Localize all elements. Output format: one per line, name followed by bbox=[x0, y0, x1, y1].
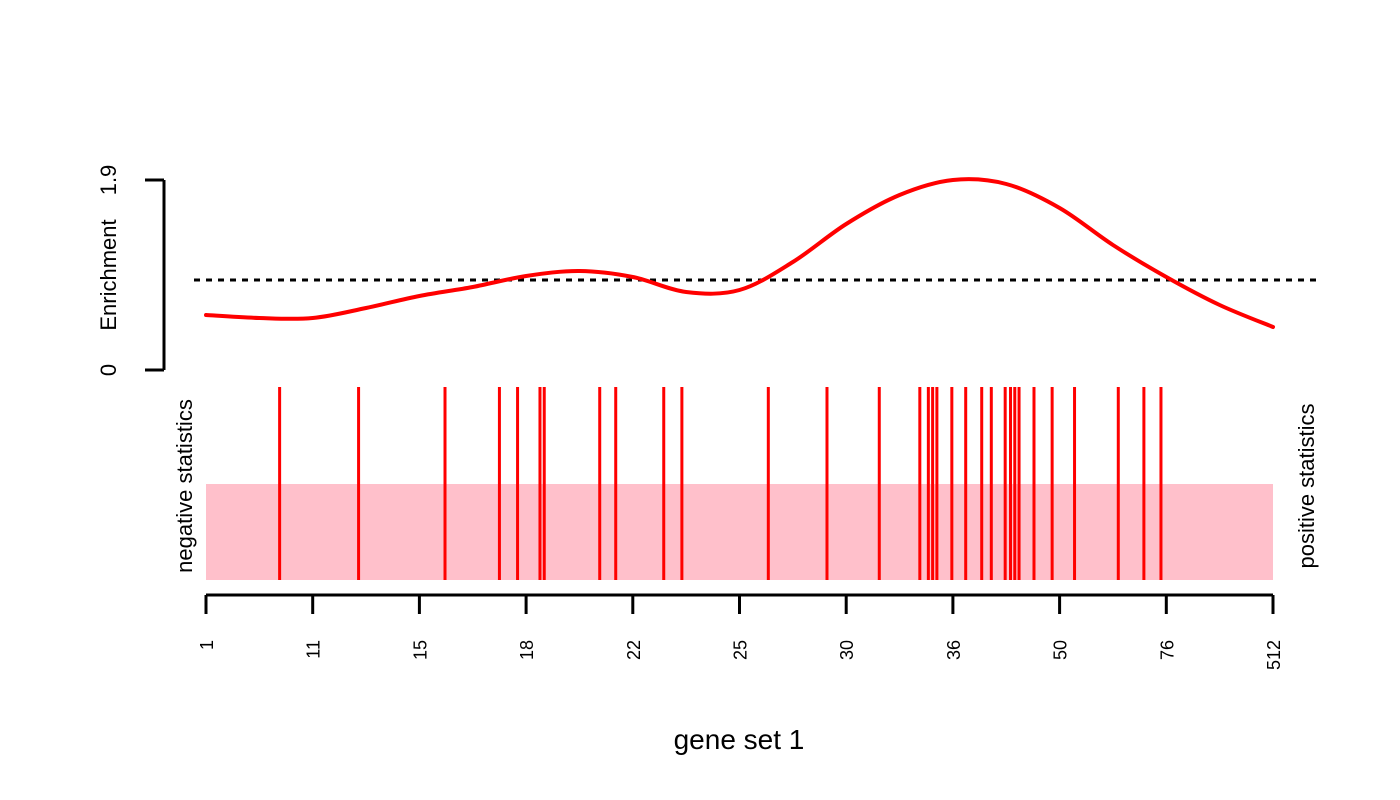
enrichment-axis: 0 1.9 Enrichment bbox=[96, 165, 166, 376]
x-tick-label: 18 bbox=[517, 640, 537, 660]
barcode-lines bbox=[278, 387, 1163, 580]
enrichment-axis-label: Enrichment bbox=[96, 219, 121, 330]
x-tick-label: 22 bbox=[624, 640, 644, 660]
enrichment-curve bbox=[204, 177, 1275, 329]
x-axis-title: gene set 1 bbox=[674, 724, 805, 755]
x-tick-label: 15 bbox=[410, 640, 430, 660]
x-tick-label: 512 bbox=[1264, 640, 1284, 670]
x-tick-label: 25 bbox=[731, 640, 751, 660]
positive-statistics-label: positive statistics bbox=[1294, 403, 1319, 568]
x-axis: 1 11 15 18 22 25 30 36 50 76 512 bbox=[197, 593, 1284, 670]
x-tick-label: 50 bbox=[1051, 640, 1071, 660]
x-axis-ticks: 1 11 15 18 22 25 30 36 50 76 512 bbox=[197, 595, 1284, 670]
x-tick-label: 11 bbox=[304, 640, 324, 659]
negative-statistics-label: negative statistics bbox=[172, 399, 197, 573]
x-tick-label: 76 bbox=[1157, 640, 1177, 660]
statistics-band bbox=[206, 484, 1273, 580]
enrichment-tick-label-min: 0 bbox=[96, 364, 121, 376]
x-tick-label: 1 bbox=[197, 640, 217, 650]
enrichment-tick-label-max: 1.9 bbox=[96, 165, 121, 196]
x-tick-label: 30 bbox=[837, 640, 857, 660]
x-tick-label: 36 bbox=[944, 640, 964, 660]
